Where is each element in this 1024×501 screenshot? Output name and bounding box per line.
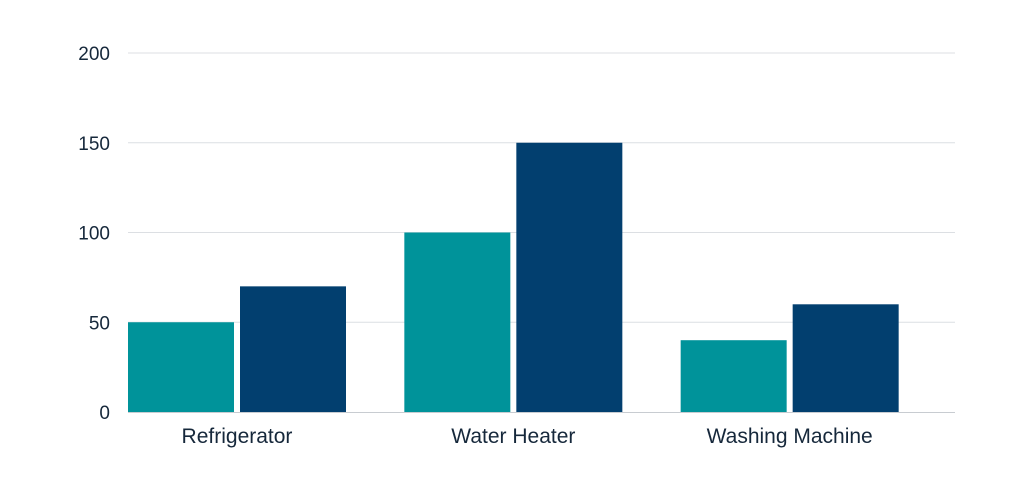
- bar-layer: [128, 142, 899, 412]
- y-tick-label: 50: [89, 313, 110, 334]
- y-tick-label: 100: [78, 224, 110, 245]
- x-category-label: Water Heater: [451, 425, 575, 448]
- y-tick-label: 200: [78, 44, 110, 65]
- bar-refrigerator-series-2: [240, 286, 346, 412]
- bar-refrigerator-series-1: [128, 322, 234, 412]
- y-tick-label: 0: [99, 403, 110, 424]
- x-category-label: Washing Machine: [707, 425, 873, 448]
- bar-water-heater-series-1: [404, 232, 511, 412]
- label-layer: 0 50 100 150 200 Refrigerator Water Heater Wash…: [78, 44, 872, 448]
- bar-washing-machine-series-1: [680, 340, 787, 412]
- x-category-label: Refrigerator: [182, 425, 293, 448]
- bar-washing-machine-series-2: [792, 304, 899, 412]
- y-tick-label: 150: [78, 134, 110, 155]
- bar-water-heater-series-2: [516, 142, 623, 412]
